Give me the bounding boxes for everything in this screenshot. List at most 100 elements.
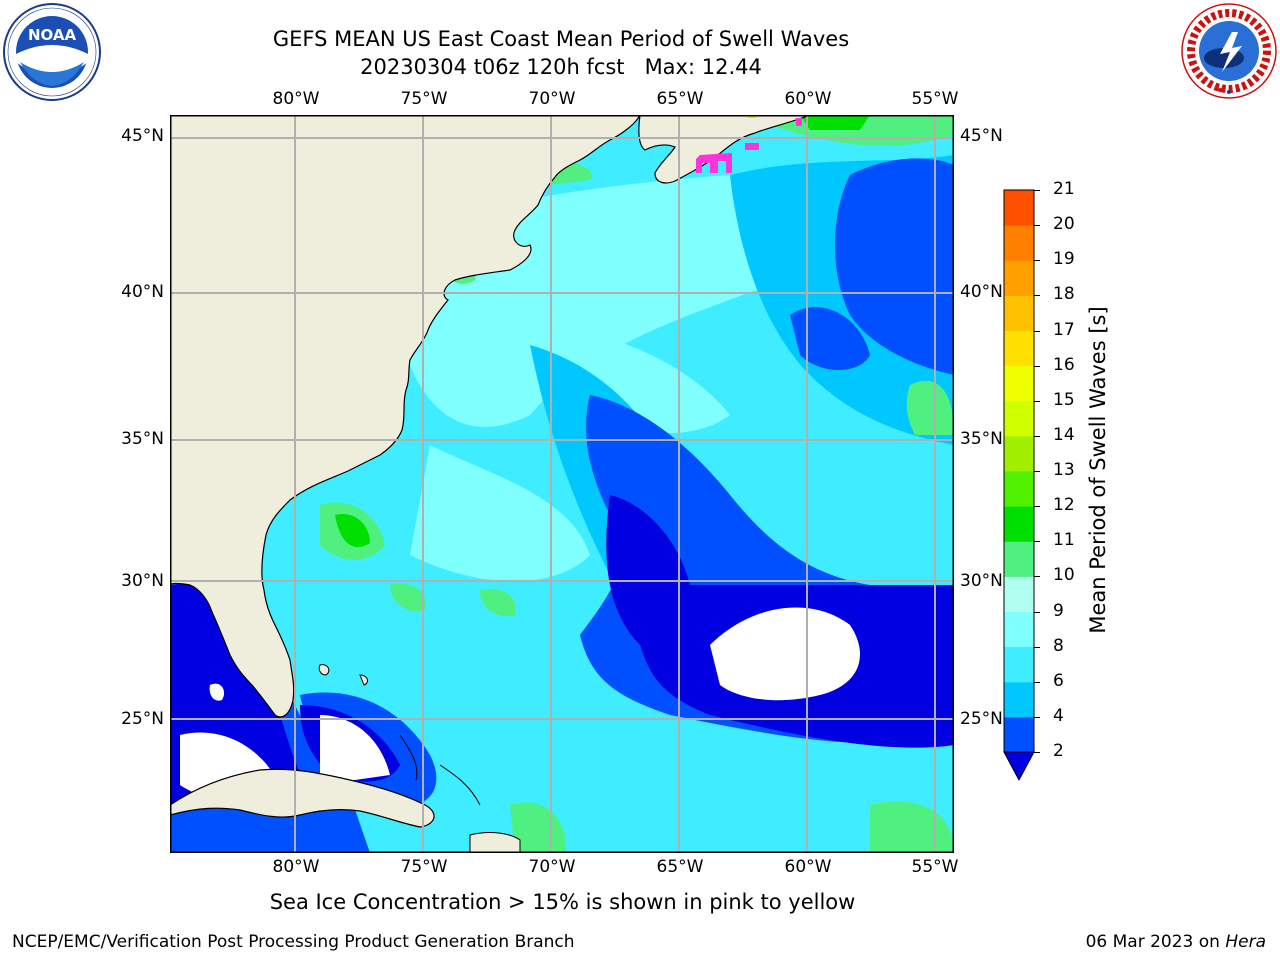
no-data-patch bbox=[209, 683, 225, 701]
svg-text:NOAA: NOAA bbox=[28, 26, 77, 44]
colorbar-segment bbox=[1004, 716, 1034, 753]
lat-label-left: 25°N bbox=[121, 709, 164, 729]
lon-label-bottom: 60°W bbox=[784, 857, 832, 877]
swell-high-patch bbox=[390, 583, 426, 612]
colorbar-tick-label: 16 bbox=[1053, 354, 1075, 375]
colorbar-tick-label: 11 bbox=[1053, 530, 1075, 551]
colorbar-segment bbox=[1004, 506, 1034, 542]
colorbar-tick-label: 10 bbox=[1053, 565, 1075, 586]
ocean-field bbox=[410, 445, 590, 582]
lat-label-right: 40°N bbox=[960, 282, 1003, 302]
colorbar-tick-label: 6 bbox=[1053, 670, 1064, 691]
lat-label-right: 30°N bbox=[960, 571, 1003, 591]
colorbar-segment bbox=[1004, 190, 1034, 226]
colorbar-tick-mark bbox=[1034, 330, 1040, 332]
footer-credit: NCEP/EMC/Verification Post Processing Pr… bbox=[12, 932, 575, 952]
swell-high-patch bbox=[480, 588, 516, 617]
lat-label-left: 35°N bbox=[121, 429, 164, 449]
sea-ice-marker bbox=[696, 153, 732, 173]
colorbar-tick-mark bbox=[1034, 295, 1040, 297]
colorbar-tick-mark bbox=[1034, 435, 1040, 437]
land-mass bbox=[638, 115, 811, 184]
lon-label-top: 55°W bbox=[911, 89, 959, 109]
colorbar-tick-label: 2 bbox=[1053, 741, 1064, 761]
no-data-patch bbox=[320, 715, 390, 785]
colorbar-tick-mark bbox=[1034, 400, 1040, 402]
colorbar bbox=[1000, 186, 1050, 786]
swell-period-map bbox=[170, 115, 954, 853]
colorbar-tick-label: 15 bbox=[1053, 389, 1075, 410]
colorbar-segment bbox=[1004, 681, 1034, 718]
colorbar-tick-mark bbox=[1034, 260, 1040, 262]
colorbar-tick-label: 19 bbox=[1053, 249, 1075, 270]
colorbar-tick-mark bbox=[1034, 681, 1040, 683]
lon-label-top: 65°W bbox=[656, 89, 704, 109]
sea-ice-marker bbox=[745, 143, 759, 150]
colorbar-segment bbox=[1004, 576, 1034, 612]
nws-logo bbox=[1180, 2, 1278, 100]
colorbar-tick-mark bbox=[1034, 716, 1040, 718]
lat-label-right: 25°N bbox=[960, 709, 1003, 729]
colorbar-segment bbox=[1004, 225, 1034, 261]
colorbar-tick-label: 4 bbox=[1053, 705, 1064, 726]
colorbar-tick-label: 13 bbox=[1053, 460, 1075, 480]
noaa-logo: NOAA bbox=[2, 2, 102, 102]
lat-label-left: 45°N bbox=[121, 126, 164, 146]
colorbar-segment bbox=[1004, 611, 1034, 648]
lon-label-top: 80°W bbox=[272, 89, 320, 109]
lon-label-bottom: 55°W bbox=[911, 857, 959, 877]
colorbar-tick-label: 14 bbox=[1053, 424, 1075, 445]
colorbar-tick-label: 21 bbox=[1053, 179, 1075, 199]
land-mass bbox=[439, 764, 481, 806]
colorbar-tick-mark bbox=[1034, 506, 1040, 508]
colorbar-segment bbox=[1004, 471, 1034, 507]
ocean-field bbox=[790, 307, 870, 370]
colorbar-segment bbox=[1004, 400, 1034, 437]
colorbar-tick-mark bbox=[1034, 541, 1040, 543]
footer-host: Hera bbox=[1225, 932, 1266, 952]
lat-label-left: 30°N bbox=[121, 571, 164, 591]
lon-label-bottom: 70°W bbox=[528, 857, 576, 877]
lon-label-top: 60°W bbox=[784, 89, 832, 109]
lat-label-right: 45°N bbox=[960, 126, 1003, 146]
colorbar-tick-mark bbox=[1034, 225, 1040, 227]
colorbar-label: Mean Period of Swell Waves [s] bbox=[1086, 306, 1110, 634]
lon-label-bottom: 75°W bbox=[400, 857, 448, 877]
colorbar-segment bbox=[1004, 541, 1034, 577]
swell-high-patch bbox=[870, 801, 954, 853]
footer-date: 06 Mar 2023 on Hera bbox=[1086, 932, 1266, 952]
land-mass bbox=[318, 664, 330, 676]
footer-date-text: 06 Mar 2023 on bbox=[1085, 932, 1226, 952]
colorbar-tick-label: 9 bbox=[1053, 600, 1064, 621]
colorbar-tick-mark bbox=[1034, 752, 1040, 753]
swell-high-patch bbox=[800, 115, 870, 130]
colorbar-segment bbox=[1004, 260, 1034, 296]
swell-high-patch bbox=[906, 380, 954, 435]
lon-label-bottom: 65°W bbox=[656, 857, 704, 877]
colorbar-tick-mark bbox=[1034, 611, 1040, 613]
colorbar-tick-label: 12 bbox=[1053, 495, 1075, 516]
sea-ice-caption: Sea Ice Concentration > 15% is shown in … bbox=[269, 890, 856, 914]
colorbar-segment bbox=[1004, 646, 1034, 683]
colorbar-tick-label: 20 bbox=[1053, 214, 1075, 235]
colorbar-segment bbox=[1004, 330, 1034, 367]
swell-high-patch bbox=[335, 514, 370, 548]
colorbar-under-arrow bbox=[1003, 751, 1035, 782]
lat-label-right: 35°N bbox=[960, 429, 1003, 449]
colorbar-tick-label: 17 bbox=[1053, 319, 1075, 340]
colorbar-tick-mark bbox=[1034, 190, 1040, 191]
map-frame bbox=[170, 115, 954, 853]
colorbar-tick-mark bbox=[1034, 646, 1040, 648]
colorbar-tick-label: 18 bbox=[1053, 284, 1075, 305]
lon-label-top: 70°W bbox=[528, 89, 576, 109]
colorbar-tick-mark bbox=[1034, 576, 1040, 578]
lat-label-left: 40°N bbox=[121, 282, 164, 302]
colorbar-segment bbox=[1004, 365, 1034, 402]
no-data-patch bbox=[710, 607, 860, 701]
ocean-field bbox=[835, 158, 954, 375]
graticule bbox=[170, 115, 954, 853]
colorbar-tick-mark bbox=[1034, 471, 1040, 472]
land-mass bbox=[469, 832, 521, 853]
lon-label-top: 75°W bbox=[400, 89, 448, 109]
land-mass bbox=[399, 734, 418, 781]
